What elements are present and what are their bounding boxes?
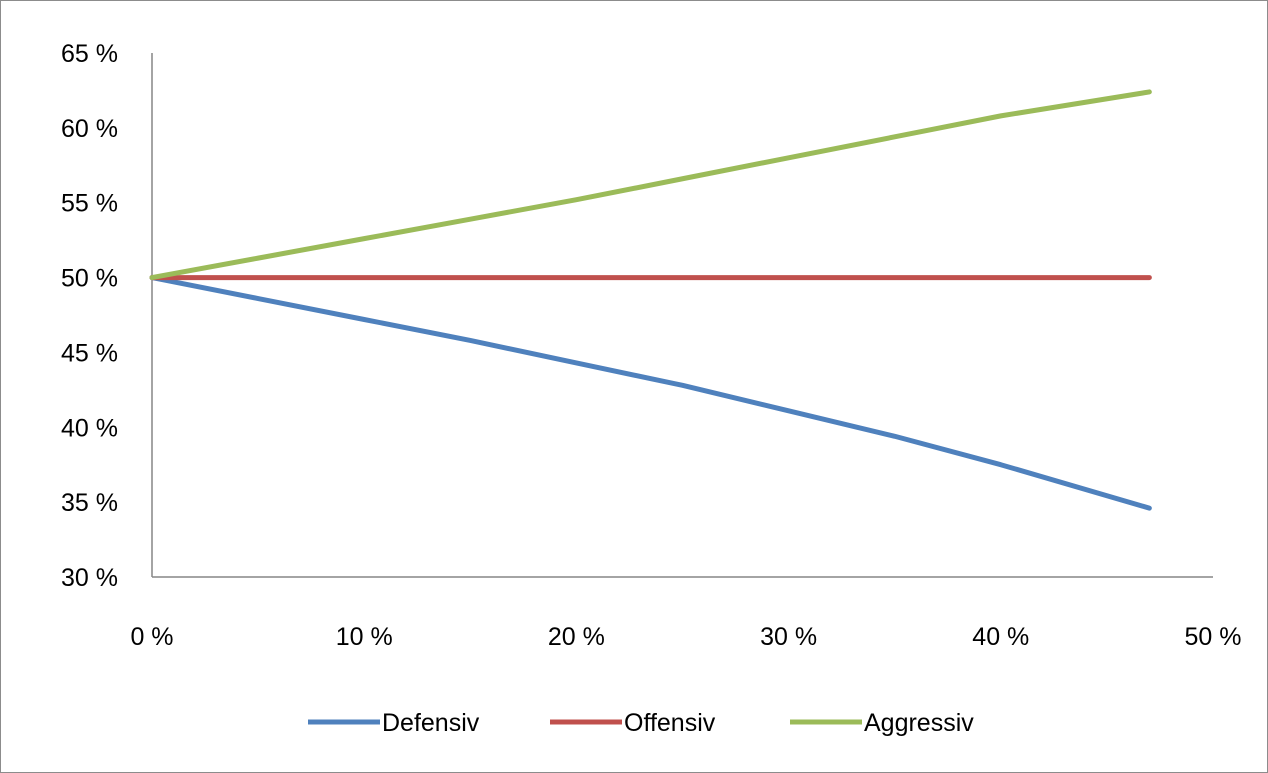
x-tick-label: 30 %: [760, 623, 817, 651]
y-tick-label: 40 %: [61, 414, 118, 442]
y-tick-label: 60 %: [61, 115, 118, 143]
x-axis-tick-labels: 0 % 10 % 20 % 30 % 40 % 50 %: [130, 623, 1241, 651]
x-tick-label: 50 %: [1185, 623, 1242, 651]
y-tick-label: 50 %: [61, 265, 118, 293]
y-tick-label: 45 %: [61, 339, 118, 367]
y-tick-label: 55 %: [61, 190, 118, 218]
x-tick-label: 10 %: [336, 623, 393, 651]
legend-label: Offensiv: [624, 709, 716, 737]
legend-item-aggressiv: Aggressiv: [790, 709, 974, 737]
x-tick-label: 20 %: [548, 623, 605, 651]
x-tick-label: 40 %: [972, 623, 1029, 651]
series-line-defensiv: [149, 275, 1152, 511]
legend-label: Defensiv: [382, 709, 480, 737]
legend-item-offensiv: Offensiv: [550, 709, 716, 737]
x-tick-label: 0 %: [130, 623, 173, 651]
y-axis-tick-labels: 30 % 35 % 40 % 45 % 50 % 55 % 60 % 65 %: [61, 40, 118, 592]
series-line-aggressiv: [149, 89, 1152, 281]
y-tick-label: 35 %: [61, 489, 118, 517]
legend-label: Aggressiv: [864, 709, 974, 737]
series-lines: [149, 89, 1152, 511]
y-tick-label: 65 %: [61, 40, 118, 68]
legend: Defensiv Offensiv Aggressiv: [308, 709, 974, 737]
y-tick-label: 30 %: [61, 564, 118, 592]
legend-item-defensiv: Defensiv: [308, 709, 480, 737]
